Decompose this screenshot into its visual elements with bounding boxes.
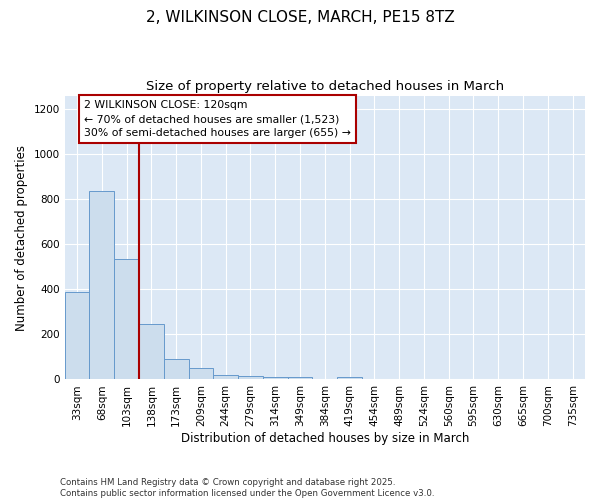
Text: 2 WILKINSON CLOSE: 120sqm
← 70% of detached houses are smaller (1,523)
30% of se: 2 WILKINSON CLOSE: 120sqm ← 70% of detac… — [84, 100, 351, 138]
Text: 2, WILKINSON CLOSE, MARCH, PE15 8TZ: 2, WILKINSON CLOSE, MARCH, PE15 8TZ — [146, 10, 454, 25]
Bar — [114, 259, 139, 380]
Text: Contains HM Land Registry data © Crown copyright and database right 2025.
Contai: Contains HM Land Registry data © Crown c… — [60, 478, 434, 498]
Bar — [188, 368, 214, 380]
Y-axis label: Number of detached properties: Number of detached properties — [15, 144, 28, 330]
Bar — [89, 192, 114, 380]
Title: Size of property relative to detached houses in March: Size of property relative to detached ho… — [146, 80, 504, 93]
Bar — [287, 377, 313, 380]
X-axis label: Distribution of detached houses by size in March: Distribution of detached houses by size … — [181, 432, 469, 445]
Bar — [337, 377, 362, 380]
Bar — [65, 292, 89, 380]
Bar — [214, 375, 238, 380]
Bar — [263, 377, 287, 380]
Bar — [164, 358, 188, 380]
Bar — [139, 324, 164, 380]
Bar — [238, 376, 263, 380]
